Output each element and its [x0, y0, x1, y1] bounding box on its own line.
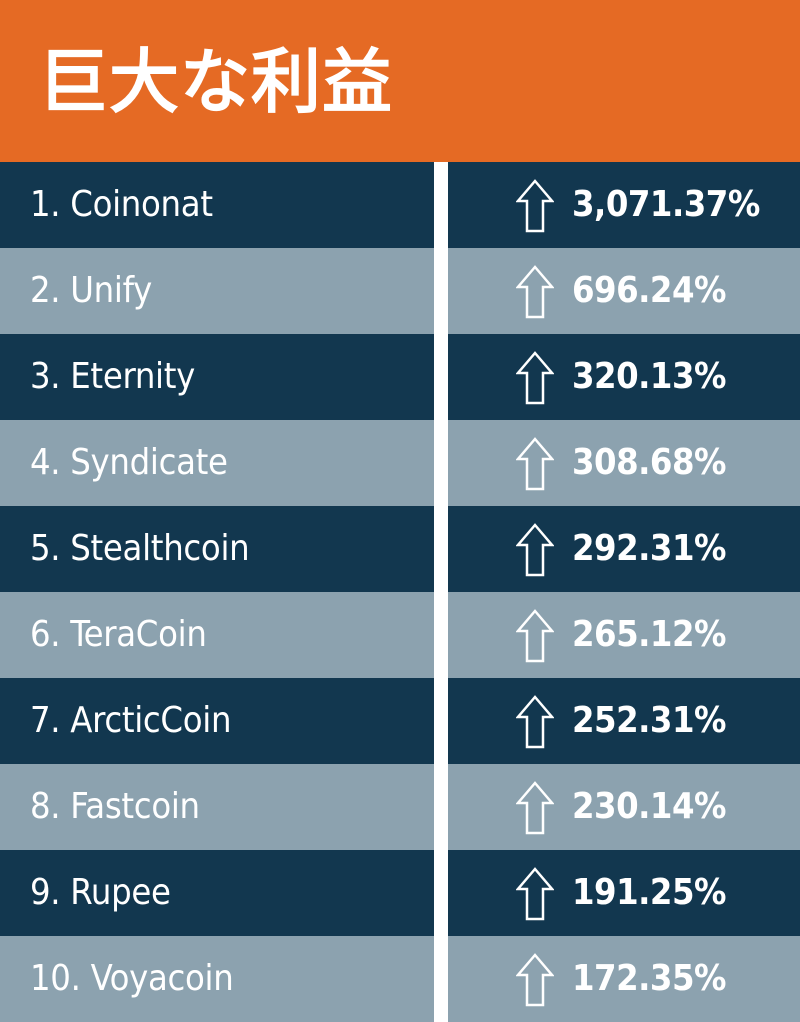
up-arrow-icon: [516, 867, 554, 921]
gain-cell: 230.14%: [448, 764, 800, 850]
gain-percent: 3,071.37%: [572, 184, 760, 225]
up-arrow-icon: [516, 437, 554, 491]
coin-name: 6. TeraCoin: [30, 614, 207, 655]
coin-name: 3. Eternity: [30, 356, 196, 397]
table-row: 8. Fastcoin 230.14%: [0, 764, 800, 850]
up-arrow-icon: [516, 351, 554, 405]
gain-cell: 320.13%: [448, 334, 800, 420]
table-row: 4. Syndicate 308.68%: [0, 420, 800, 506]
gain-cell: 696.24%: [448, 248, 800, 334]
table-row: 10. Voyacoin 172.35%: [0, 936, 800, 1022]
coin-name: 5. Stealthcoin: [30, 528, 250, 569]
coin-name-cell: 9. Rupee: [0, 850, 434, 936]
coin-name: 4. Syndicate: [30, 442, 228, 483]
gain-percent: 320.13%: [572, 356, 726, 397]
up-arrow-icon: [516, 695, 554, 749]
table-row: 1. Coinonat 3,071.37%: [0, 162, 800, 248]
coin-name-cell: 6. TeraCoin: [0, 592, 434, 678]
gain-cell: 191.25%: [448, 850, 800, 936]
coin-name: 1. Coinonat: [30, 184, 213, 225]
up-arrow-icon: [516, 265, 554, 319]
up-arrow-icon: [516, 781, 554, 835]
gain-cell: 252.31%: [448, 678, 800, 764]
coin-name-cell: 10. Voyacoin: [0, 936, 434, 1022]
ranking-table: 1. Coinonat 3,071.37% 2. Unify 696.24% 3…: [0, 162, 800, 1022]
gain-percent: 292.31%: [572, 528, 726, 569]
coin-name: 10. Voyacoin: [30, 958, 234, 999]
table-row: 9. Rupee 191.25%: [0, 850, 800, 936]
up-arrow-icon: [516, 523, 554, 577]
coin-name-cell: 3. Eternity: [0, 334, 434, 420]
header-banner: 巨大な利益: [0, 0, 800, 162]
up-arrow-icon: [516, 609, 554, 663]
table-row: 7. ArcticCoin 252.31%: [0, 678, 800, 764]
coin-name-cell: 5. Stealthcoin: [0, 506, 434, 592]
gain-percent: 265.12%: [572, 614, 726, 655]
gain-percent: 308.68%: [572, 442, 726, 483]
coin-name: 9. Rupee: [30, 872, 171, 913]
coin-name: 7. ArcticCoin: [30, 700, 232, 741]
up-arrow-icon: [516, 179, 554, 233]
gain-cell: 308.68%: [448, 420, 800, 506]
gain-percent: 230.14%: [572, 786, 726, 827]
table-row: 2. Unify 696.24%: [0, 248, 800, 334]
column-divider: [434, 162, 448, 1020]
coin-name-cell: 4. Syndicate: [0, 420, 434, 506]
table-row: 6. TeraCoin 265.12%: [0, 592, 800, 678]
table-row: 5. Stealthcoin 292.31%: [0, 506, 800, 592]
gain-cell: 265.12%: [448, 592, 800, 678]
page-title: 巨大な利益: [38, 41, 393, 123]
coin-name: 2. Unify: [30, 270, 152, 311]
up-arrow-icon: [516, 953, 554, 1007]
coin-name: 8. Fastcoin: [30, 786, 200, 827]
gain-percent: 696.24%: [572, 270, 726, 311]
gain-cell: 172.35%: [448, 936, 800, 1022]
coin-name-cell: 2. Unify: [0, 248, 434, 334]
coin-name-cell: 8. Fastcoin: [0, 764, 434, 850]
coin-name-cell: 7. ArcticCoin: [0, 678, 434, 764]
gain-percent: 252.31%: [572, 700, 726, 741]
gain-cell: 3,071.37%: [448, 162, 800, 248]
table-row: 3. Eternity 320.13%: [0, 334, 800, 420]
gain-percent: 172.35%: [572, 958, 726, 999]
gain-cell: 292.31%: [448, 506, 800, 592]
coin-name-cell: 1. Coinonat: [0, 162, 434, 248]
gain-percent: 191.25%: [572, 872, 726, 913]
